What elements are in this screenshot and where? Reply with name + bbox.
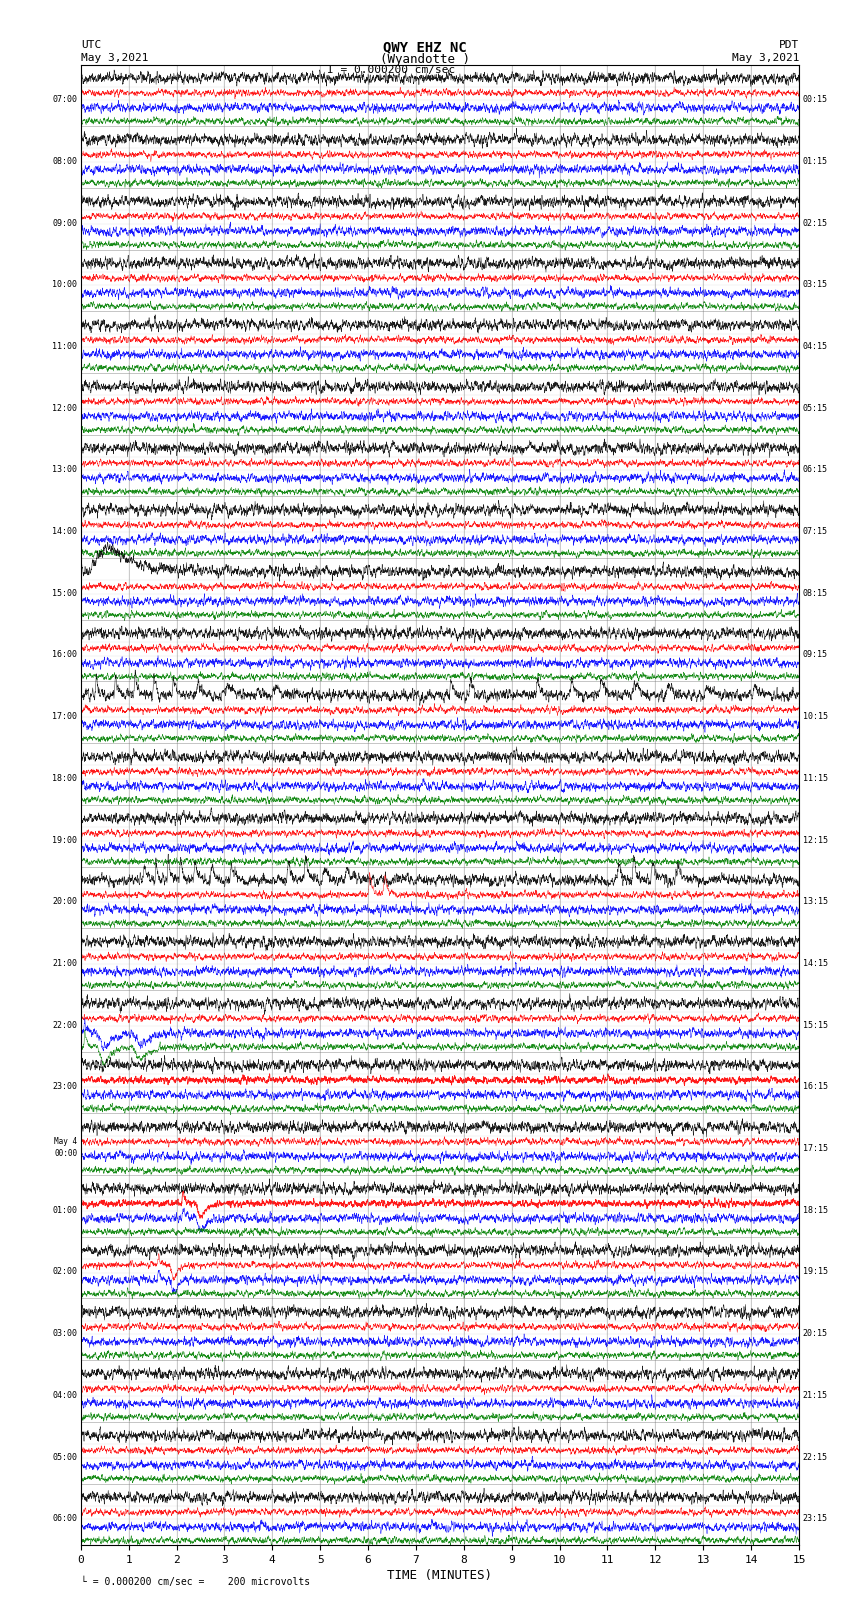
Text: 03:00: 03:00 [52, 1329, 77, 1339]
Text: 00:15: 00:15 [802, 95, 828, 105]
Text: 15:00: 15:00 [52, 589, 77, 598]
Text: 14:15: 14:15 [802, 960, 828, 968]
Text: 22:15: 22:15 [802, 1453, 828, 1461]
Text: 11:15: 11:15 [802, 774, 828, 782]
Text: 21:00: 21:00 [52, 960, 77, 968]
X-axis label: TIME (MINUTES): TIME (MINUTES) [388, 1569, 492, 1582]
Text: May 4: May 4 [54, 1137, 77, 1145]
Text: 19:15: 19:15 [802, 1268, 828, 1276]
Text: 19:00: 19:00 [52, 836, 77, 845]
Text: 11:00: 11:00 [52, 342, 77, 352]
Text: 05:15: 05:15 [802, 403, 828, 413]
Text: 23:15: 23:15 [802, 1515, 828, 1523]
Text: └ = 0.000200 cm/sec =    200 microvolts: └ = 0.000200 cm/sec = 200 microvolts [81, 1578, 310, 1587]
Text: 20:00: 20:00 [52, 897, 77, 907]
Text: QWY EHZ NC: QWY EHZ NC [383, 40, 467, 55]
Text: 07:00: 07:00 [52, 95, 77, 105]
Text: 20:15: 20:15 [802, 1329, 828, 1339]
Text: 16:15: 16:15 [802, 1082, 828, 1092]
Text: 03:15: 03:15 [802, 281, 828, 289]
Text: 07:15: 07:15 [802, 527, 828, 536]
Text: 16:00: 16:00 [52, 650, 77, 660]
Text: 18:00: 18:00 [52, 774, 77, 782]
Text: 23:00: 23:00 [52, 1082, 77, 1092]
Text: 01:00: 01:00 [52, 1207, 77, 1215]
Text: (Wyandotte ): (Wyandotte ) [380, 53, 470, 66]
Text: 09:00: 09:00 [52, 219, 77, 227]
Text: 21:15: 21:15 [802, 1390, 828, 1400]
Text: May 3,2021: May 3,2021 [81, 53, 148, 63]
Text: I = 0.000200 cm/sec: I = 0.000200 cm/sec [327, 65, 455, 74]
Text: 10:00: 10:00 [52, 281, 77, 289]
Text: UTC: UTC [81, 40, 101, 50]
Text: 09:15: 09:15 [802, 650, 828, 660]
Text: May 3,2021: May 3,2021 [732, 53, 799, 63]
Text: 15:15: 15:15 [802, 1021, 828, 1029]
Text: 06:15: 06:15 [802, 466, 828, 474]
Text: 14:00: 14:00 [52, 527, 77, 536]
Text: 02:00: 02:00 [52, 1268, 77, 1276]
Text: 12:00: 12:00 [52, 403, 77, 413]
Text: 17:15: 17:15 [802, 1144, 828, 1153]
Text: 13:00: 13:00 [52, 466, 77, 474]
Text: 02:15: 02:15 [802, 219, 828, 227]
Text: 01:15: 01:15 [802, 156, 828, 166]
Text: 06:00: 06:00 [52, 1515, 77, 1523]
Text: 22:00: 22:00 [52, 1021, 77, 1029]
Text: 18:15: 18:15 [802, 1207, 828, 1215]
Text: PDT: PDT [779, 40, 799, 50]
Text: 08:15: 08:15 [802, 589, 828, 598]
Text: 04:00: 04:00 [52, 1390, 77, 1400]
Text: 04:15: 04:15 [802, 342, 828, 352]
Text: 08:00: 08:00 [52, 156, 77, 166]
Text: 17:00: 17:00 [52, 713, 77, 721]
Text: 12:15: 12:15 [802, 836, 828, 845]
Text: 05:00: 05:00 [52, 1453, 77, 1461]
Text: 10:15: 10:15 [802, 713, 828, 721]
Text: 13:15: 13:15 [802, 897, 828, 907]
Text: 00:00: 00:00 [54, 1148, 77, 1158]
